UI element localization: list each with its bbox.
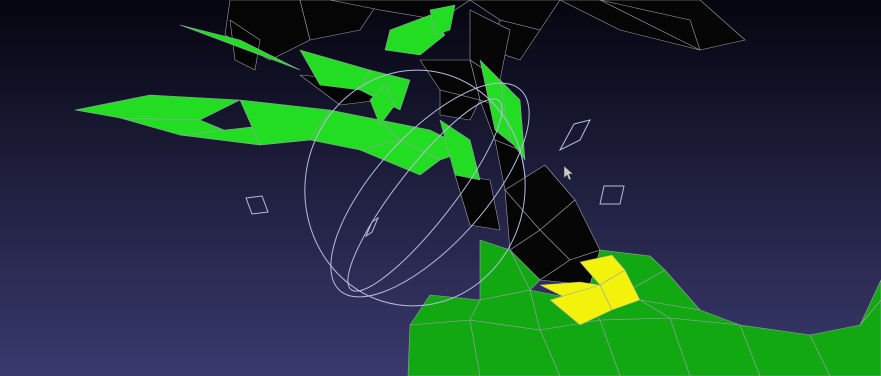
mesh-face (509, 249, 541, 291)
mesh-face (429, 4, 456, 36)
gizmo-ring-inner[interactable] (329, 83, 521, 307)
gizmo-handle-left[interactable] (245, 195, 269, 215)
mesh-face (739, 324, 831, 376)
mesh-face (74, 94, 241, 121)
gizmo-handle-center[interactable] (364, 216, 380, 238)
mesh-face (809, 299, 881, 376)
mesh-face (439, 89, 481, 121)
mesh-face (439, 119, 481, 181)
arrow-pointer-icon (563, 165, 574, 181)
rotate-gizmo[interactable] (290, 53, 562, 327)
mesh-green-lower (407, 239, 881, 376)
gizmo-handles[interactable] (245, 119, 625, 238)
mesh-face (599, 0, 701, 51)
mesh-dark-upper (224, 0, 746, 286)
mesh-face (407, 319, 481, 376)
mesh-face (859, 279, 881, 326)
gizmo-handle-top-right[interactable] (558, 119, 591, 152)
mesh-face (409, 294, 481, 326)
gizmo-ring-tilted[interactable] (299, 53, 561, 327)
mesh-green-branches (74, 4, 526, 181)
mesh-face (599, 269, 641, 311)
mesh-face (299, 0, 381, 41)
mesh-selected-faces[interactable] (539, 254, 641, 326)
gizmo-handle-right[interactable] (599, 185, 625, 205)
mesh-face (384, 14, 446, 56)
mesh-face (179, 24, 301, 71)
gizmo-ring-outer[interactable] (290, 56, 541, 320)
mesh-face (369, 84, 396, 126)
